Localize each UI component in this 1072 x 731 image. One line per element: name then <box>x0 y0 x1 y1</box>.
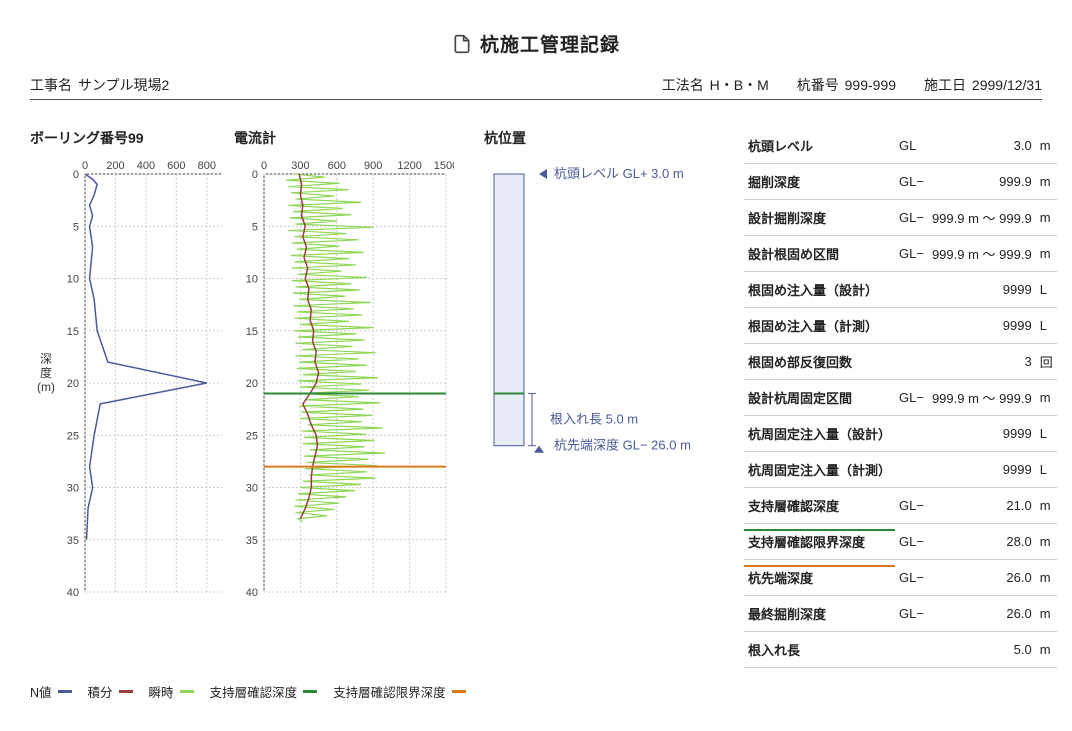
svg-text:0: 0 <box>82 160 88 172</box>
svg-text:10: 10 <box>246 274 258 286</box>
table-row: 杭頭レベルGL3.0m <box>744 128 1057 164</box>
legend-n: N値 <box>30 682 72 701</box>
svg-text:10: 10 <box>67 274 79 286</box>
svg-text:40: 40 <box>246 587 258 596</box>
boring-title: ボーリング番号99 <box>30 128 230 148</box>
svg-text:400: 400 <box>137 160 155 172</box>
legend-integral-swatch <box>119 690 133 693</box>
pile-no-info: 杭番号 999-999 <box>797 75 896 95</box>
table-row: 支持層確認限界深度GL−28.0m <box>744 524 1057 560</box>
pile-title: 杭位置 <box>484 128 704 148</box>
table-row: 設計根固め区間GL−999.9 m ～ 999.9m <box>744 236 1057 272</box>
table-row: 杭周固定注入量（設計）9999L <box>744 416 1057 452</box>
legend-support-limit: 支持層確認限界深度 <box>333 682 466 701</box>
legend: N値 積分 瞬時 支持層確認深度 支持層確認限界深度 <box>30 682 1042 701</box>
ammeter-svg: 0 300 600 900 1200 1500 0 5 10 15 20 25 30 35 40 <box>234 156 454 596</box>
svg-text:0: 0 <box>261 160 267 172</box>
svg-text:25: 25 <box>246 430 258 442</box>
table-row: 杭周固定注入量（計測）9999L <box>744 452 1057 488</box>
legend-support: 支持層確認深度 <box>210 682 318 701</box>
svg-text:25: 25 <box>67 430 79 442</box>
svg-text:杭頭レベル GL+ 3.0 m: 杭頭レベル GL+ 3.0 m <box>554 166 684 181</box>
svg-text:深度(m): 深度(m) <box>37 352 55 394</box>
legend-integral: 積分 <box>88 682 133 701</box>
table-row: 設計掘削深度GL−999.9 m ～ 999.9m <box>744 200 1057 236</box>
svg-text:15: 15 <box>67 326 79 338</box>
svg-text:20: 20 <box>246 378 258 390</box>
svg-text:40: 40 <box>67 587 79 596</box>
svg-text:杭先端深度 GL− 26.0 m: 杭先端深度 GL− 26.0 m <box>554 438 691 453</box>
table-row: 支持層確認深度GL−21.0m <box>744 488 1057 524</box>
svg-text:5: 5 <box>252 221 258 233</box>
page-title-row: 杭施工管理記録 <box>30 30 1042 57</box>
project-value: サンプル現場2 <box>78 77 169 93</box>
pile-position: 杭位置 杭頭レベル GL+ 3.0 m 杭先端深度 GL− 26.0 m 根入れ長 … <box>484 128 704 668</box>
ammeter-title: 電流計 <box>234 128 454 148</box>
table-row: 根入れ長5.0m <box>744 632 1057 668</box>
pile-svg: 杭頭レベル GL+ 3.0 m 杭先端深度 GL− 26.0 m 根入れ長 5.0 … <box>484 156 704 596</box>
svg-text:35: 35 <box>246 535 258 547</box>
ammeter-chart: 電流計 0 300 600 900 1200 1500 0 5 10 15 20 25 30 35 40 <box>234 128 454 668</box>
project-info: 工事名 サンプル現場2 <box>30 75 662 95</box>
svg-text:30: 30 <box>246 483 258 495</box>
svg-text:600: 600 <box>167 160 185 172</box>
svg-text:1200: 1200 <box>397 160 421 172</box>
table-row: 最終掘削深度GL−26.0m <box>744 596 1057 632</box>
legend-support-limit-swatch <box>452 690 466 693</box>
svg-text:800: 800 <box>198 160 216 172</box>
svg-text:30: 30 <box>67 483 79 495</box>
svg-text:200: 200 <box>106 160 124 172</box>
table-row: 掘削深度GL−999.9m <box>744 164 1057 200</box>
table-row: 根固め注入量（計測）9999L <box>744 308 1057 344</box>
svg-text:900: 900 <box>364 160 382 172</box>
legend-instant-swatch <box>180 690 194 693</box>
boring-svg: 0 200 400 600 800 0 5 10 15 20 25 30 35 40 深度(m) <box>30 156 230 596</box>
legend-support-swatch <box>303 690 317 693</box>
svg-text:1500: 1500 <box>434 160 454 172</box>
svg-text:15: 15 <box>246 326 258 338</box>
svg-text:35: 35 <box>67 535 79 547</box>
header-info: 工事名 サンプル現場2 工法名 H・B・M 杭番号 999-999 施工日 29… <box>30 75 1042 100</box>
document-icon <box>452 34 472 54</box>
svg-text:20: 20 <box>67 378 79 390</box>
table-row: 根固め注入量（設計）9999L <box>744 272 1057 308</box>
svg-text:300: 300 <box>291 160 309 172</box>
method-info: 工法名 H・B・M <box>662 75 769 95</box>
project-label: 工事名 <box>30 77 72 93</box>
svg-text:5: 5 <box>73 221 79 233</box>
svg-text:0: 0 <box>73 169 79 181</box>
page-title: 杭施工管理記録 <box>480 30 620 57</box>
boring-chart: ボーリング番号99 0 200 400 600 800 0 5 10 15 20 25 30 35 40 深… <box>30 128 230 668</box>
svg-text:根入れ長 5.0 m: 根入れ長 5.0 m <box>550 412 638 427</box>
svg-text:0: 0 <box>252 169 258 181</box>
legend-instant: 瞬時 <box>149 682 194 701</box>
legend-n-swatch <box>58 690 72 693</box>
data-table-block: 杭頭レベルGL3.0m掘削深度GL−999.9m設計掘削深度GL−999.9 m… <box>744 128 1057 668</box>
table-row: 設計杭周固定区間GL−999.9 m ～ 999.9m <box>744 380 1057 416</box>
data-table: 杭頭レベルGL3.0m掘削深度GL−999.9m設計掘削深度GL−999.9 m… <box>744 128 1057 668</box>
svg-text:600: 600 <box>328 160 346 172</box>
table-row: 根固め部反復回数3回 <box>744 344 1057 380</box>
date-info: 施工日 2999/12/31 <box>924 75 1042 95</box>
